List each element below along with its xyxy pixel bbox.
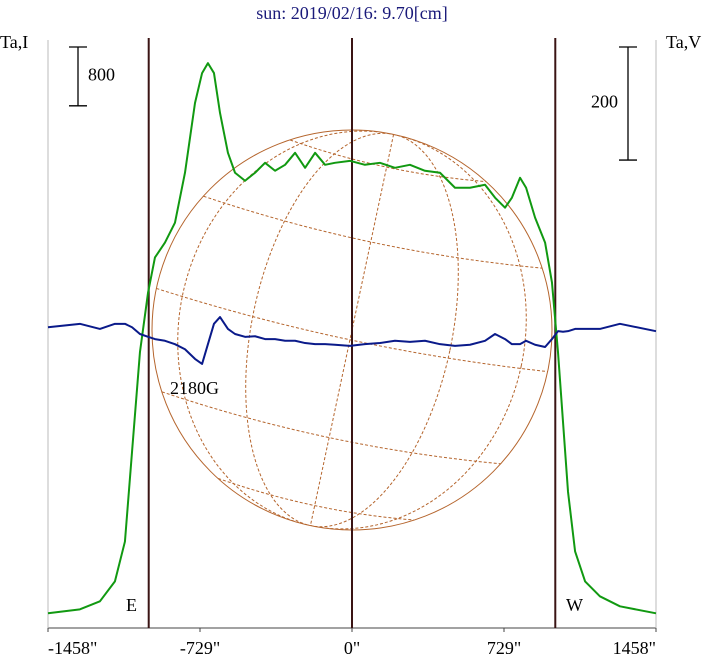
scale-bar-label: 200 (591, 92, 618, 112)
series-line (47, 62, 657, 615)
parallel (289, 139, 486, 183)
parallel (218, 477, 414, 521)
parallel (161, 391, 501, 465)
x-tick-label: -1458" (48, 638, 97, 658)
annotation-east: E (126, 595, 137, 615)
y2-axis-label: Ta,V (666, 32, 701, 52)
scale-bar-label: 800 (88, 65, 115, 85)
x-tick-label: 0" (344, 638, 360, 658)
y-axis-label: Ta,I (0, 32, 28, 52)
x-tick-label: -729" (180, 638, 220, 658)
parallel (203, 195, 543, 269)
parallel (156, 287, 548, 373)
chart-title: sun: 2019/02/16: 9.70[cm] (256, 3, 448, 23)
x-tick-label: 729" (487, 638, 521, 658)
series-line (47, 316, 657, 365)
annotation-west: W (566, 595, 583, 615)
meridian (177, 130, 527, 530)
annotation-field: 2180G (170, 378, 219, 398)
x-tick-label: 1458" (613, 638, 656, 658)
